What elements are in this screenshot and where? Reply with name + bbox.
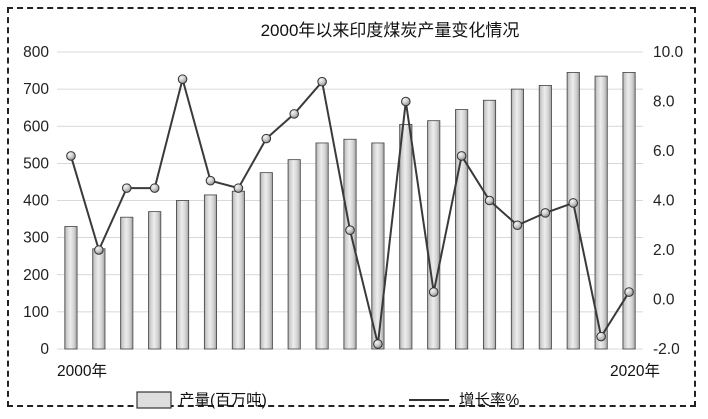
svg-text:700: 700 — [23, 81, 49, 98]
svg-text:200: 200 — [23, 267, 49, 284]
svg-text:800: 800 — [23, 44, 49, 61]
svg-text:400: 400 — [23, 193, 49, 210]
svg-text:10.0: 10.0 — [653, 44, 684, 61]
svg-text:2.0: 2.0 — [653, 242, 675, 259]
svg-text:6.0: 6.0 — [653, 143, 675, 160]
svg-text:2020年: 2020年 — [610, 362, 660, 380]
svg-text:增长率%: 增长率% — [459, 391, 520, 409]
svg-text:-2.0: -2.0 — [653, 341, 680, 358]
svg-text:8.0: 8.0 — [653, 94, 675, 111]
svg-text:300: 300 — [23, 230, 49, 247]
svg-text:2000年以来印度煤炭产量变化情况: 2000年以来印度煤炭产量变化情况 — [260, 21, 519, 40]
svg-text:0.0: 0.0 — [653, 292, 675, 309]
svg-text:500: 500 — [23, 155, 49, 172]
svg-text:100: 100 — [23, 304, 49, 321]
svg-text:2000年: 2000年 — [57, 362, 107, 380]
svg-text:0: 0 — [40, 341, 49, 358]
svg-text:4.0: 4.0 — [653, 193, 675, 210]
svg-text:600: 600 — [23, 118, 49, 135]
svg-text:产量(百万吨): 产量(百万吨) — [179, 391, 267, 409]
